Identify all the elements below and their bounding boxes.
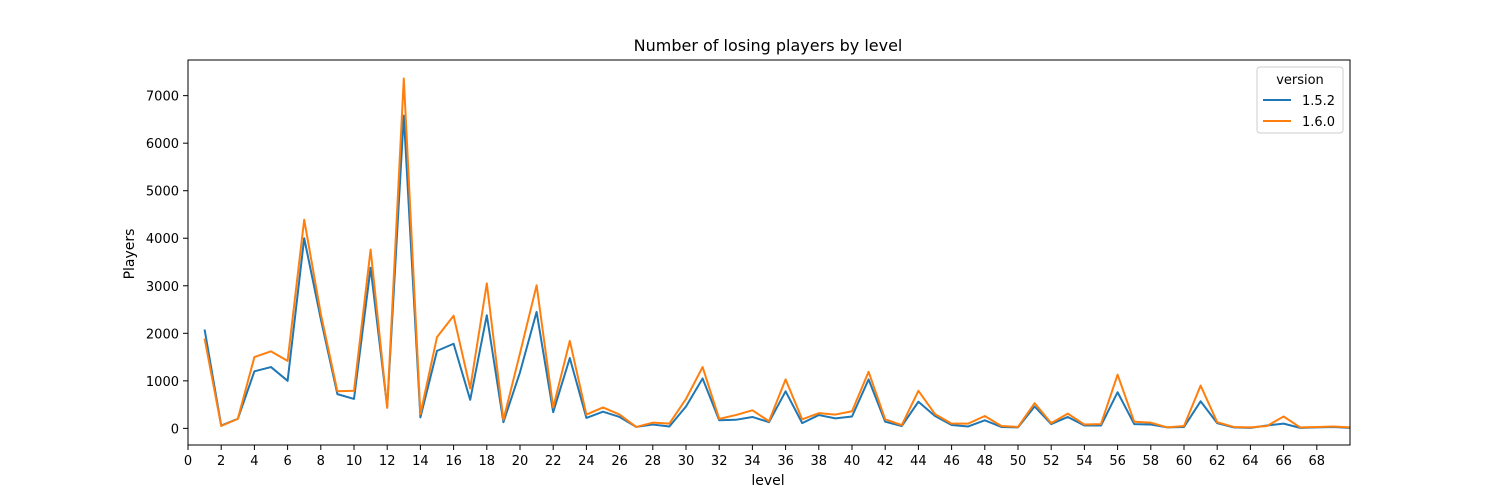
x-tick-label: 54 <box>1076 454 1093 469</box>
x-tick-label: 10 <box>346 454 363 469</box>
x-tick-label: 4 <box>250 454 258 469</box>
plot-frame <box>187 59 1351 446</box>
legend-box <box>1256 66 1344 134</box>
x-tick-label: 68 <box>1309 454 1326 469</box>
x-tick-label: 66 <box>1275 454 1292 469</box>
chart-title: Number of losing players by level <box>634 36 903 55</box>
x-tick-label: 12 <box>379 454 396 469</box>
x-tick-label: 8 <box>317 454 325 469</box>
legend-label: 1.5.2 <box>1302 94 1335 109</box>
x-tick-label: 26 <box>611 454 628 469</box>
y-tick-label: 6000 <box>146 137 179 152</box>
x-tick-label: 36 <box>777 454 794 469</box>
x-tick-label: 62 <box>1209 454 1226 469</box>
x-tick-label: 60 <box>1176 454 1193 469</box>
x-tick-label: 20 <box>512 454 529 469</box>
x-tick-label: 0 <box>184 454 192 469</box>
x-tick-label: 50 <box>1010 454 1027 469</box>
x-tick-label: 30 <box>678 454 695 469</box>
x-tick-label: 32 <box>711 454 728 469</box>
y-tick-label: 7000 <box>146 90 179 105</box>
x-tick-label: 46 <box>943 454 960 469</box>
x-axis-title: level <box>751 473 784 489</box>
legend-title: version <box>1276 73 1324 88</box>
x-tick-label: 56 <box>1109 454 1126 469</box>
y-tick-label: 2000 <box>146 327 179 342</box>
x-tick-label: 16 <box>445 454 462 469</box>
legend: version 1.5.2 1.6.0 <box>1256 66 1344 134</box>
series-line-1-5-2 <box>203 114 1350 429</box>
axes: 0 2 4 6 8 10 12 14 16 18 20 22 24 26 28 30 32 34 36 38 40 42 4… <box>146 59 1351 469</box>
series-line-1-6-0 <box>203 77 1350 429</box>
legend-label: 1.6.0 <box>1302 115 1335 130</box>
y-tick-label: 1000 <box>146 375 179 390</box>
x-tick-label: 2 <box>217 454 225 469</box>
plot-area <box>203 77 1350 429</box>
y-tick-label: 3000 <box>146 280 179 295</box>
x-tick-label: 6 <box>283 454 291 469</box>
x-tick-label: 52 <box>1043 454 1060 469</box>
x-tick-label: 64 <box>1242 454 1259 469</box>
x-tick-label: 34 <box>744 454 761 469</box>
x-tick-label: 38 <box>811 454 828 469</box>
x-tick-label: 24 <box>578 454 595 469</box>
x-tick-label: 44 <box>910 454 927 469</box>
x-tick-label: 22 <box>545 454 562 469</box>
y-tick-label: 0 <box>171 422 179 437</box>
y-axis-title: Players <box>122 229 138 280</box>
x-tick-label: 40 <box>844 454 861 469</box>
x-tick-label: 42 <box>877 454 894 469</box>
x-tick-label: 18 <box>479 454 496 469</box>
x-tick-label: 48 <box>977 454 994 469</box>
y-tick-label: 4000 <box>146 232 179 247</box>
x-tick-label: 58 <box>1143 454 1160 469</box>
x-tick-label: 28 <box>645 454 662 469</box>
x-tick-label: 14 <box>412 454 429 469</box>
y-tick-label: 5000 <box>146 185 179 200</box>
